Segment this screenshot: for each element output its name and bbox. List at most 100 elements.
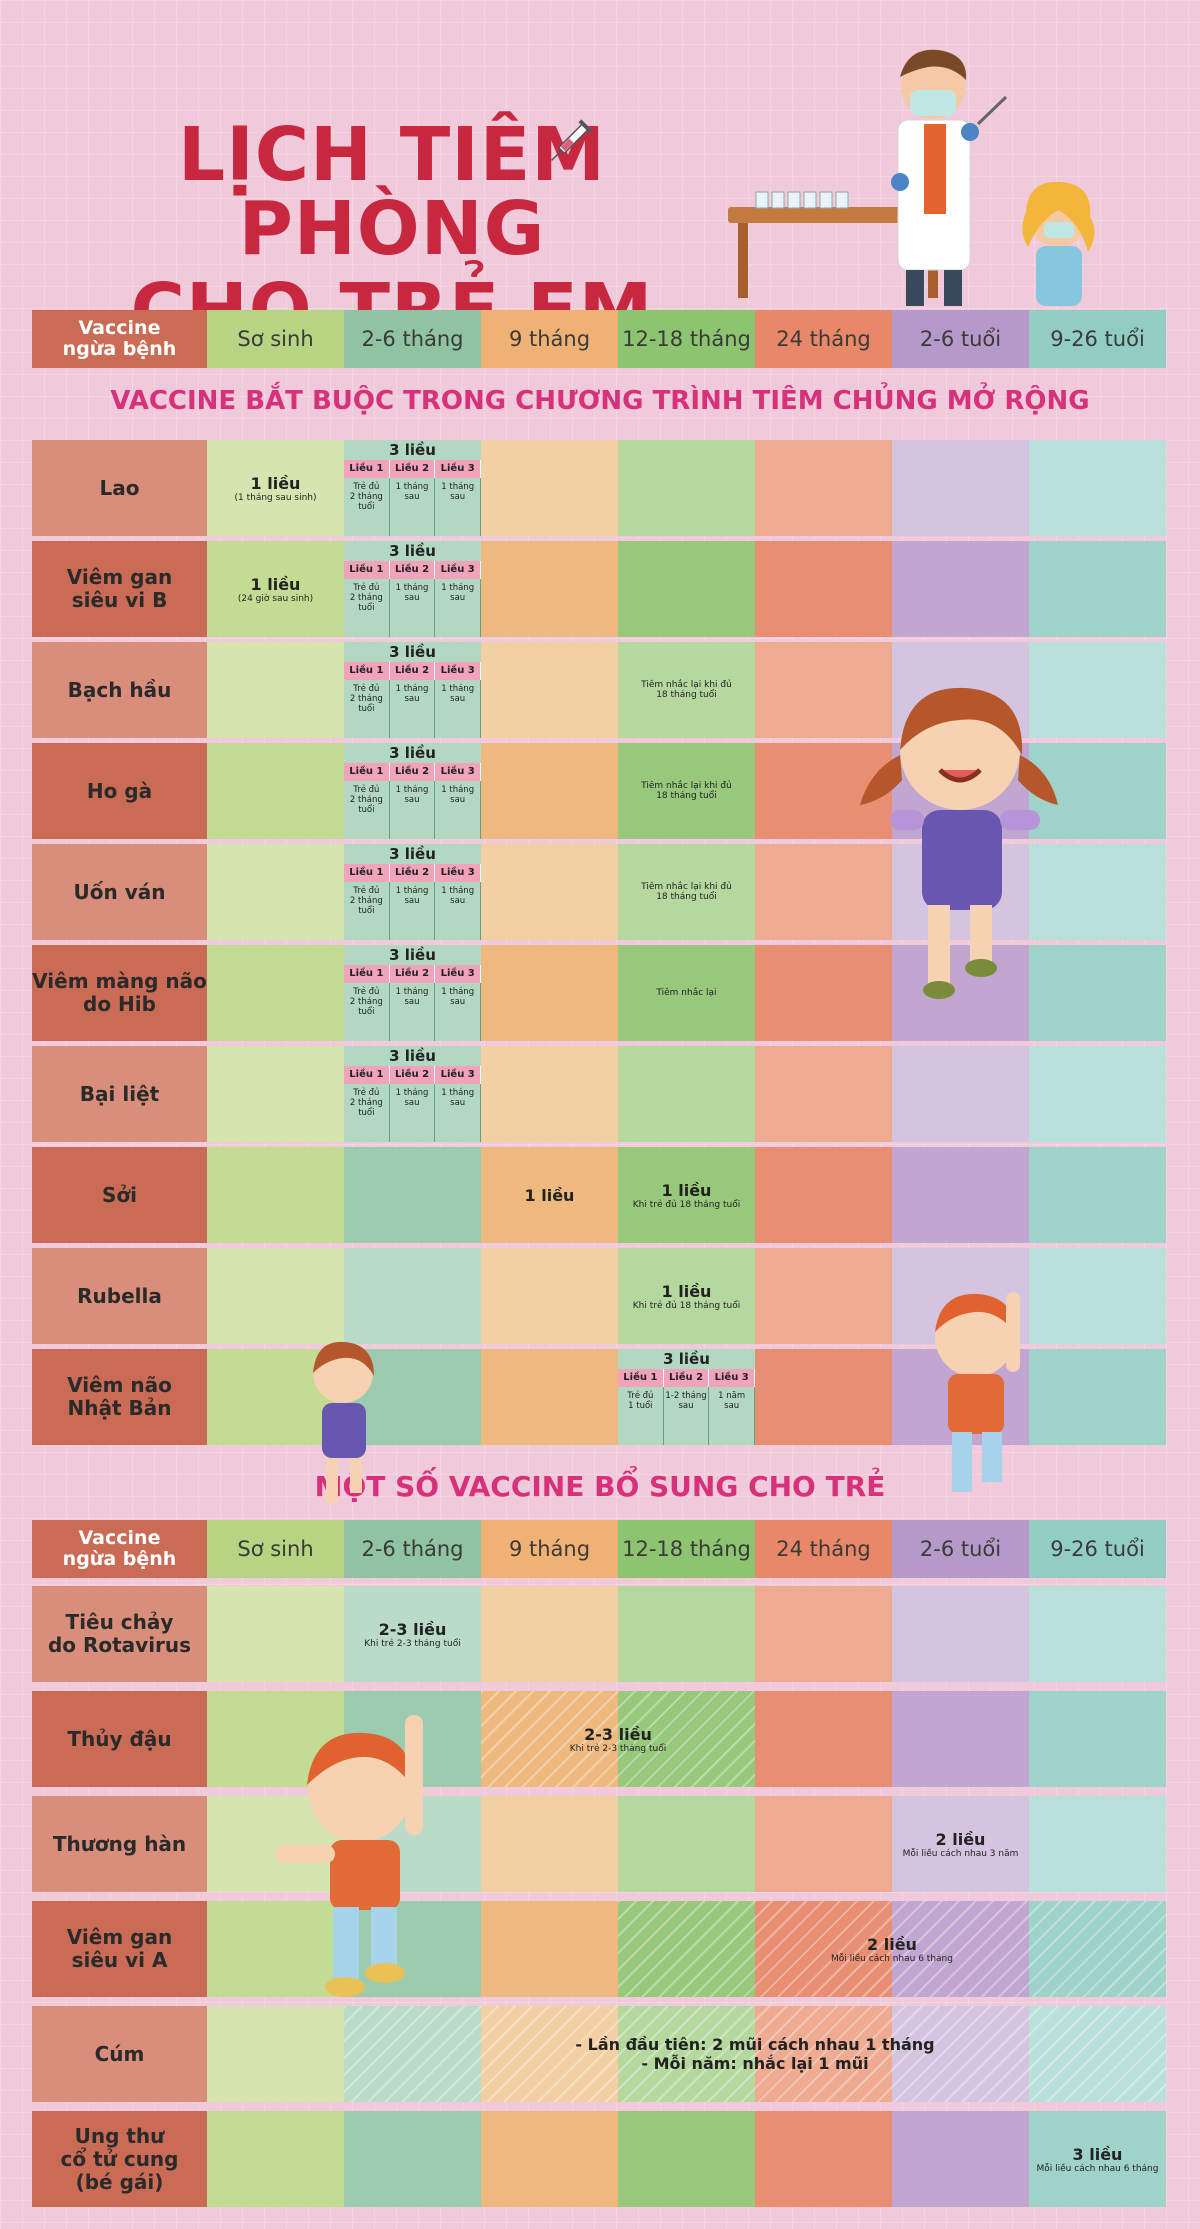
table-cell xyxy=(618,743,755,839)
table-cell xyxy=(892,1046,1029,1142)
table-cell xyxy=(207,2006,344,2102)
table-cell xyxy=(481,2006,618,2102)
col-header-newborn: Sơ sinh xyxy=(207,310,344,368)
table-cell xyxy=(618,1901,755,1997)
newborn-dose: 1 liều (1 tháng sau sinh) xyxy=(207,440,344,536)
table-cell xyxy=(1029,1147,1166,1243)
dose-label: Liều 2 xyxy=(390,763,436,781)
table-cell xyxy=(1029,2006,1166,2102)
dose-main: 3 liều xyxy=(1072,2144,1123,2164)
table-cell xyxy=(892,2006,1029,2102)
dose-labels: Liều 1 Liều 2 Liều 3 xyxy=(344,763,482,781)
table-cell xyxy=(1029,642,1166,738)
table-cell xyxy=(207,1248,344,1344)
table-cell xyxy=(481,2111,618,2207)
jumping-girl-illustration xyxy=(860,687,1058,999)
table-cell xyxy=(755,2111,892,2207)
dose-timings: Trẻ đủ 2 tháng tuổi 1 tháng sau 1 tháng sa… xyxy=(344,882,482,940)
dose-main: 1 liều xyxy=(524,1185,575,1205)
col-header-newborn-2: Sơ sinh xyxy=(207,1520,344,1578)
table-cell xyxy=(1029,1691,1166,1787)
dose-timing: Trẻ đủ 2 tháng tuổi xyxy=(344,983,390,1041)
table-cell xyxy=(344,2111,481,2207)
table-cell xyxy=(481,1901,618,1997)
dose-18-months: 1 liều Khi trẻ đủ 18 tháng tuổi xyxy=(618,1248,755,1344)
table-cell xyxy=(618,1147,755,1243)
dose-labels: Liều 1 Liều 2 Liều 3 xyxy=(344,965,482,983)
table-cell xyxy=(618,1046,755,1142)
table-cell xyxy=(618,2111,755,2207)
supplementary-dose: 2-3 liều Khi trẻ 2-3 tháng tuổi xyxy=(344,1586,481,1682)
table-cell xyxy=(1029,1349,1166,1445)
table-cell xyxy=(755,1796,892,1892)
dose-timings: Trẻ đủ 2 tháng tuổi 1 tháng sau 1 tháng sa… xyxy=(344,781,482,839)
dose-label: Liều 2 xyxy=(390,965,436,983)
table-cell xyxy=(618,1691,755,1787)
table-cell xyxy=(755,844,892,940)
dose-note: Khi trẻ đủ 18 tháng tuổi xyxy=(632,1300,741,1311)
dose-schedule: 3 liều Liều 1 Liều 2 Liều 3 Trẻ đủ 2 tháng t… xyxy=(344,743,482,839)
dose-label: Liều 3 xyxy=(435,561,482,579)
table-cell xyxy=(755,1349,892,1445)
dose-timings: Trẻ đủ 2 tháng tuổi 1 tháng sau 1 tháng sa… xyxy=(344,579,482,637)
dose-timing: 1 tháng sau xyxy=(390,781,436,839)
dose-timing: 1 tháng sau xyxy=(435,478,482,536)
dose-main: 2 liều xyxy=(867,1934,917,1954)
table-cell xyxy=(1029,2111,1166,2207)
table-cell xyxy=(1029,945,1166,1041)
dose-timing: 1 tháng sau xyxy=(435,1084,482,1142)
table-cell xyxy=(481,541,618,637)
vaccine-name: Ung thư cổ tử cung (bé gái) xyxy=(32,2111,207,2207)
table-cell xyxy=(207,2111,344,2207)
dose-labels: Liều 1 Liều 2 Liều 3 xyxy=(344,662,482,680)
table-cell xyxy=(618,1796,755,1892)
table-cell xyxy=(892,945,1029,1041)
table-cell xyxy=(207,1147,344,1243)
dose-timing: 1 tháng sau xyxy=(435,983,482,1041)
dose-label: Liều 1 xyxy=(344,662,390,680)
table-cell xyxy=(618,844,755,940)
boy-illustration-left xyxy=(275,1715,423,1997)
table-row: Thủy đậu xyxy=(32,1691,1168,1787)
dose-timing: 1 tháng sau xyxy=(390,983,436,1041)
table-cell xyxy=(755,541,892,637)
vaccine-name: Viêm gan siêu vi B xyxy=(32,541,207,637)
dose-timing: 1 tháng sau xyxy=(435,882,482,940)
table-cell xyxy=(755,642,892,738)
table-cell xyxy=(1029,1901,1166,1997)
dose-labels: Liều 1 Liều 2 Liều 3 xyxy=(344,561,482,579)
table-cell xyxy=(344,1586,481,1682)
boy-illustration-right xyxy=(935,1292,1020,1492)
table-row: Uốn ván xyxy=(32,844,1168,940)
dose-9-months: 1 liều xyxy=(481,1147,618,1243)
col-header-24-months-2: 24 tháng xyxy=(755,1520,892,1578)
dose-label: Liều 2 xyxy=(390,1066,436,1084)
table-cell xyxy=(755,1691,892,1787)
dose-main: 1 liều xyxy=(250,473,301,493)
vaccine-name: Tiêu chảy do Rotavirus xyxy=(32,1586,207,1682)
table-cell xyxy=(344,1147,481,1243)
vaccine-name: Bạch hầu xyxy=(32,642,207,738)
table-cell xyxy=(481,1046,618,1142)
dose-note: (1 tháng sau sinh) xyxy=(234,492,317,503)
col-header-24-months: 24 tháng xyxy=(755,310,892,368)
table-cell xyxy=(481,1349,618,1445)
vaccine-name: Viêm não Nhật Bản xyxy=(32,1349,207,1445)
dose-label: Liều 2 xyxy=(390,561,436,579)
dose-schedule: 3 liều Liều 1 Liều 2 Liều 3 Trẻ đủ 2 tháng t… xyxy=(344,945,482,1041)
table-cell xyxy=(207,945,344,1041)
dose-label: Liều 3 xyxy=(435,965,482,983)
table-cell xyxy=(481,642,618,738)
table-cell xyxy=(344,2006,481,2102)
dose-timing: Trẻ đủ 2 tháng tuổi xyxy=(344,781,390,839)
vaccine-name: Thủy đậu xyxy=(32,1691,207,1787)
dose-label: Liều 1 xyxy=(344,864,390,882)
dose-note: Tiêm nhắc lại khi đủ 18 tháng tuổi xyxy=(641,882,732,902)
dose-note: Khi trẻ 2-3 tháng tuổi xyxy=(569,1743,667,1754)
dose-schedule: 3 liều Liều 1 Liều 2 Liều 3 Trẻ đủ 2 tháng t… xyxy=(344,642,482,738)
table-cell xyxy=(755,945,892,1041)
dose-labels: Liều 1 Liều 2 Liều 3 xyxy=(344,1066,482,1084)
dose-labels: Liều 1 Liều 2 Liều 3 xyxy=(618,1369,756,1387)
small-girl-illustration xyxy=(313,1341,374,1503)
table-cell xyxy=(1029,440,1166,536)
